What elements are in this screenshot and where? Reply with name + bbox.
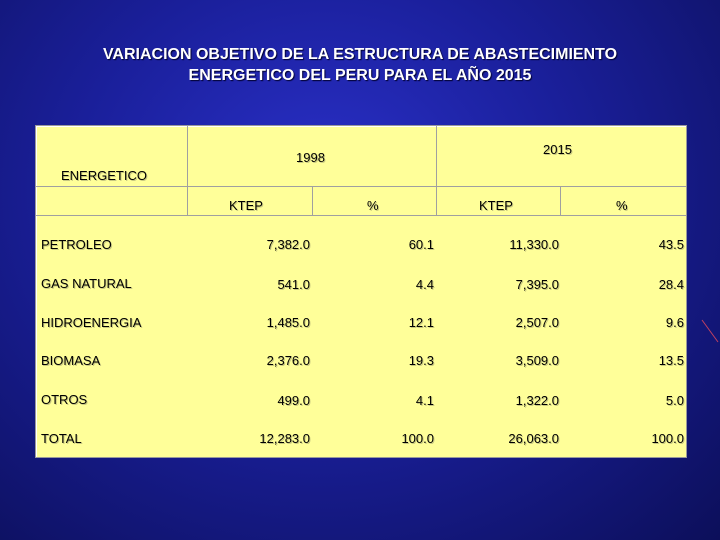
header-divider-2015 (560, 186, 561, 215)
decorative-stroke (701, 319, 719, 343)
cell-pct-2015: 43.5 (658, 237, 684, 252)
cell-pct-1998: 12.1 (408, 315, 434, 330)
header-year-1998: 1998 (296, 150, 325, 165)
header-divider-mid (436, 186, 437, 215)
cell-pct-1998-total: 100.0 (401, 431, 434, 446)
cell-pct-2015: 9.6 (665, 315, 684, 330)
cell-ktep-2015: 7,395.0 (515, 277, 559, 292)
header-pct-1998: % (367, 198, 379, 213)
header-divider-1998 (312, 186, 313, 215)
header-divider-energetico (187, 126, 188, 215)
cell-ktep-1998: 499.0 (277, 393, 310, 408)
row-name: HIDROENERGIA (41, 315, 142, 330)
cell-ktep-1998: 1,485.0 (266, 315, 310, 330)
row-name: BIOMASA (41, 353, 101, 368)
cell-pct-2015: 13.5 (658, 353, 684, 368)
row-name: PETROLEO (41, 237, 112, 252)
header-ktep-2015: KTEP (479, 198, 513, 213)
cell-ktep-2015: 1,322.0 (515, 393, 559, 408)
cell-pct-1998: 19.3 (408, 353, 434, 368)
cell-pct-2015: 28.4 (658, 277, 684, 292)
cell-ktep-1998-total: 12,283.0 (259, 431, 310, 446)
cell-pct-1998: 4.1 (415, 393, 434, 408)
header-ktep-1998: KTEP (229, 198, 263, 213)
title-line-1: VARIACION OBJETIVO DE LA ESTRUCTURA DE A… (102, 46, 618, 63)
cell-ktep-1998: 7,382.0 (266, 237, 310, 252)
cell-pct-1998: 4.4 (415, 277, 434, 292)
header-divider-horizontal (36, 186, 686, 187)
header-bottom-line (36, 215, 686, 216)
cell-ktep-2015: 11,330.0 (509, 237, 559, 252)
header-pct-2015: % (616, 198, 628, 213)
title-line-2: ENERGETICO DEL PERU PARA EL AÑO 2015 (188, 67, 532, 84)
cell-pct-1998: 60.1 (408, 237, 434, 252)
slide-title: VARIACION OBJETIVO DE LA ESTRUCTURA DE A… (0, 44, 720, 86)
header-divider-years (436, 126, 437, 186)
cell-pct-2015-total: 100.0 (651, 431, 684, 446)
row-name: GAS NATURAL (41, 276, 132, 291)
row-name-total: TOTAL (41, 431, 82, 446)
row-name: OTROS (41, 392, 88, 407)
energy-table: ENERGETICO 1998 2015 KTEP % KTEP % PETRO… (35, 125, 687, 458)
cell-ktep-1998: 541.0 (277, 277, 310, 292)
header-year-2015: 2015 (543, 142, 572, 157)
cell-pct-2015: 5.0 (665, 393, 684, 408)
cell-ktep-2015: 2,507.0 (515, 315, 559, 330)
cell-ktep-1998: 2,376.0 (266, 353, 310, 368)
cell-ktep-2015-total: 26,063.0 (508, 431, 559, 446)
header-energetico: ENERGETICO (61, 168, 147, 183)
cell-ktep-2015: 3,509.0 (515, 353, 559, 368)
